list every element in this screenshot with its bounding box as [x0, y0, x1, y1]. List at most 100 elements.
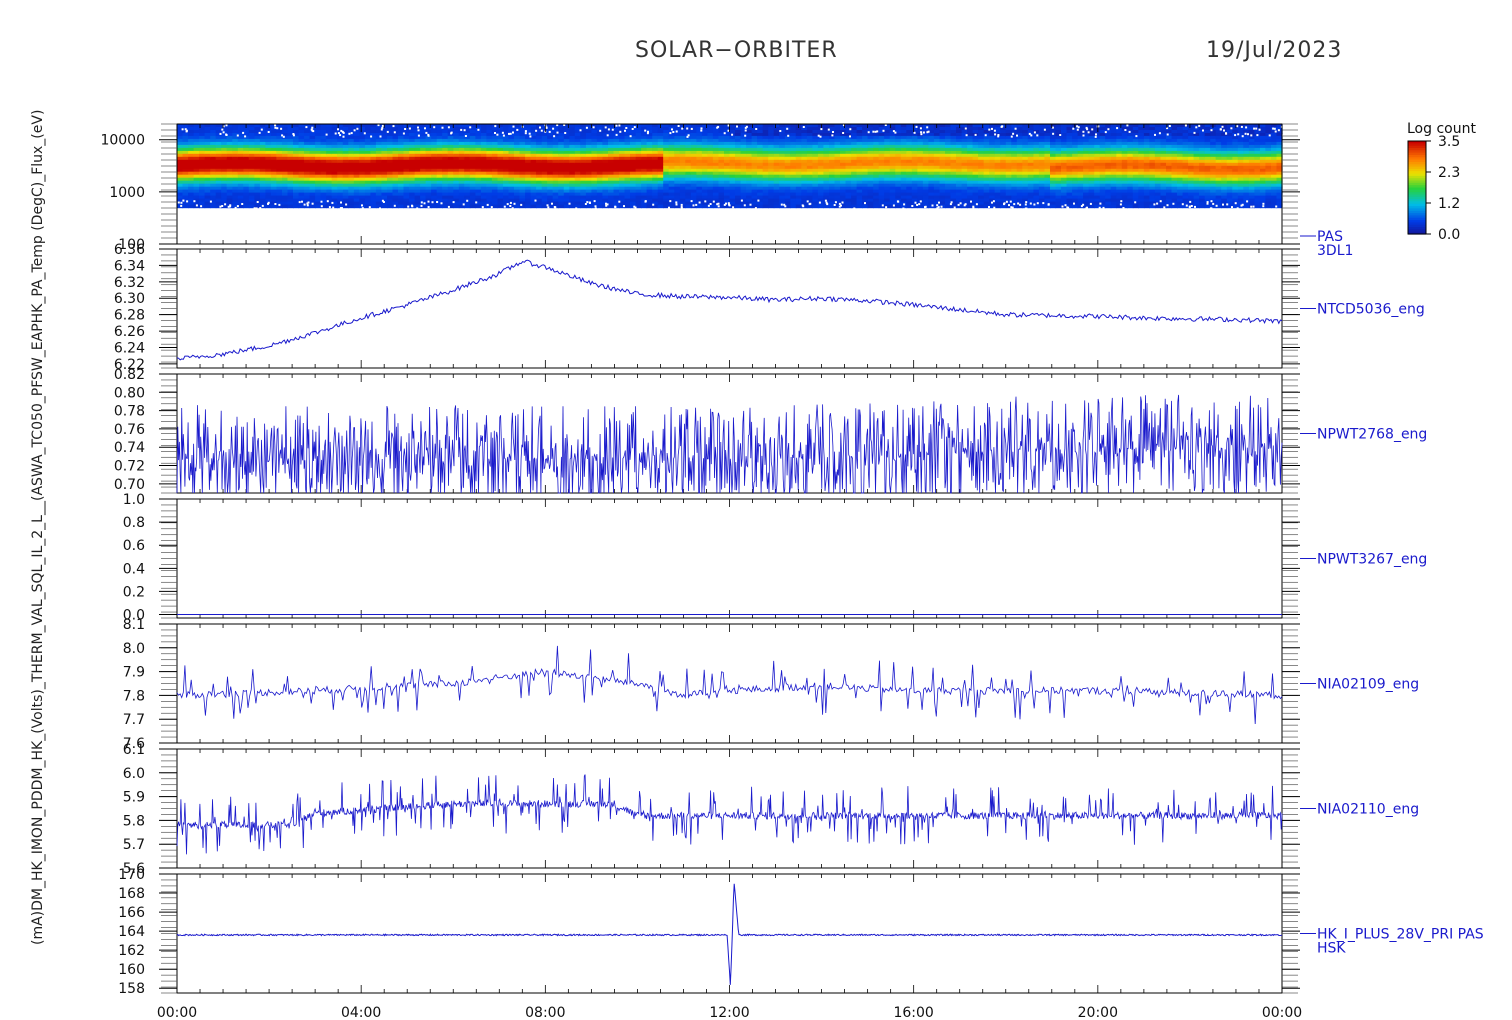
spectrogram-cell: [431, 180, 438, 185]
spectrogram-cell: [1110, 124, 1117, 128]
spectrogram-cell: [304, 198, 311, 203]
spectrogram-cell: [1116, 198, 1123, 203]
spectrogram-cell: [193, 165, 200, 170]
spectrogram-cell: [1044, 201, 1051, 206]
spectrogram-cell: [1077, 153, 1084, 158]
spectrogram-cell: [215, 195, 222, 200]
spectrogram-cell: [315, 180, 322, 185]
spectrogram-cell: [596, 204, 603, 209]
spectrogram-cell: [884, 174, 891, 179]
spectrogram-cell: [729, 201, 736, 206]
spectrogram-cell: [939, 165, 946, 170]
spectrogram-cell: [906, 130, 913, 134]
spectrogram-cell: [337, 183, 344, 188]
spectrogram-cell: [724, 162, 731, 167]
spectrogram-cell: [668, 177, 675, 182]
spectrogram-cell: [569, 141, 576, 146]
spectrogram-cell: [1016, 186, 1023, 191]
spectrogram-cell: [392, 127, 399, 131]
spectrogram-cell: [873, 150, 880, 155]
spectrogram-cell: [635, 141, 642, 146]
spectrogram-cell: [994, 183, 1001, 188]
spectrogram-cell: [580, 130, 587, 134]
spectrogram-cell: [884, 135, 891, 140]
spectrogram-cell: [1088, 147, 1095, 152]
spectrogram-cell: [768, 147, 775, 152]
spectrogram-cell: [574, 135, 581, 140]
spectrogram-cell: [972, 150, 979, 155]
spectrogram-cell: [403, 141, 410, 146]
spectrogram-cell: [276, 138, 283, 143]
spectrogram-cell: [956, 171, 963, 176]
spectrogram-cell: [1038, 162, 1045, 167]
spectrogram-cell: [530, 130, 537, 134]
spectrogram-cell: [840, 135, 847, 140]
spectrogram-cell: [226, 159, 233, 164]
spectrogram-cell: [497, 156, 504, 161]
spectrogram-cell: [641, 130, 648, 134]
spectrogram-cell: [856, 162, 863, 167]
spectrogram-cell: [1077, 192, 1084, 197]
spectrogram-cell: [956, 124, 963, 128]
spectrogram-cell: [851, 147, 858, 152]
spectrogram-cell: [845, 201, 852, 206]
spectrogram-cell: [514, 180, 521, 185]
spectrogram-cell: [1077, 165, 1084, 170]
spectrogram-cell: [1011, 144, 1018, 149]
spectrogram-cell: [790, 153, 797, 158]
spectrogram-cell: [856, 144, 863, 149]
spectrogram-cell: [900, 133, 907, 137]
spectrogram-cell: [1110, 141, 1117, 146]
spectrogram-cell: [917, 177, 924, 182]
spectrogram-cell: [436, 130, 443, 134]
spectrogram-cell: [221, 159, 228, 164]
spectrogram-cell: [685, 165, 692, 170]
spectrogram-cell: [453, 153, 460, 158]
spectrogram-cell: [602, 135, 609, 140]
spectrogram-cell: [353, 130, 360, 134]
spectrogram-cell: [398, 138, 405, 143]
spectrogram-cell: [928, 171, 935, 176]
spectrogram-cell: [889, 124, 896, 128]
spectrogram-cell: [447, 198, 454, 203]
spectrogram-cell: [458, 150, 465, 155]
spectrogram-cell: [884, 156, 891, 161]
spectrogram-cell: [1132, 159, 1139, 164]
spectrogram-cell: [696, 153, 703, 158]
spectrogram-cell: [353, 162, 360, 167]
spectrogram-cell: [1132, 144, 1139, 149]
spectrogram-cell: [315, 124, 322, 128]
spectrogram-cell: [773, 147, 780, 152]
spectrogram-cell: [652, 171, 659, 176]
spectrogram-cell: [215, 201, 222, 206]
spectrogram-cell: [591, 135, 598, 140]
spectrogram-cell: [409, 150, 416, 155]
spectrogram-cell: [315, 127, 322, 131]
spectrogram-cell: [900, 195, 907, 200]
spectrogram-cell: [387, 201, 394, 206]
spectrogram-cell: [1044, 156, 1051, 161]
spectrogram-cell: [436, 192, 443, 197]
spectrogram-cell: [829, 189, 836, 194]
spectrogram-cell: [541, 201, 548, 206]
spectrogram-cell: [431, 133, 438, 137]
spectrogram-cell: [182, 168, 189, 173]
spectrogram-cell: [508, 144, 515, 149]
spectrogram-cell: [784, 153, 791, 158]
spectrogram-cell: [1022, 171, 1029, 176]
spectrogram-cell: [353, 165, 360, 170]
spectrogram-cell: [1149, 127, 1156, 131]
spectrogram-cell: [1143, 174, 1150, 179]
spectrogram-cell: [364, 177, 371, 182]
spectrogram-cell: [1016, 165, 1023, 170]
spectrogram-cell: [541, 159, 548, 164]
spectrogram-cell: [729, 162, 736, 167]
spectrogram-cell: [845, 153, 852, 158]
spectrogram-cell: [381, 156, 388, 161]
spectrogram-cell: [1138, 174, 1145, 179]
spectrogram-cell: [210, 124, 217, 128]
spectrogram-cell: [375, 165, 382, 170]
spectrogram-cell: [884, 141, 891, 146]
spectrogram-cell: [779, 133, 786, 137]
spectrogram-cell: [381, 168, 388, 173]
